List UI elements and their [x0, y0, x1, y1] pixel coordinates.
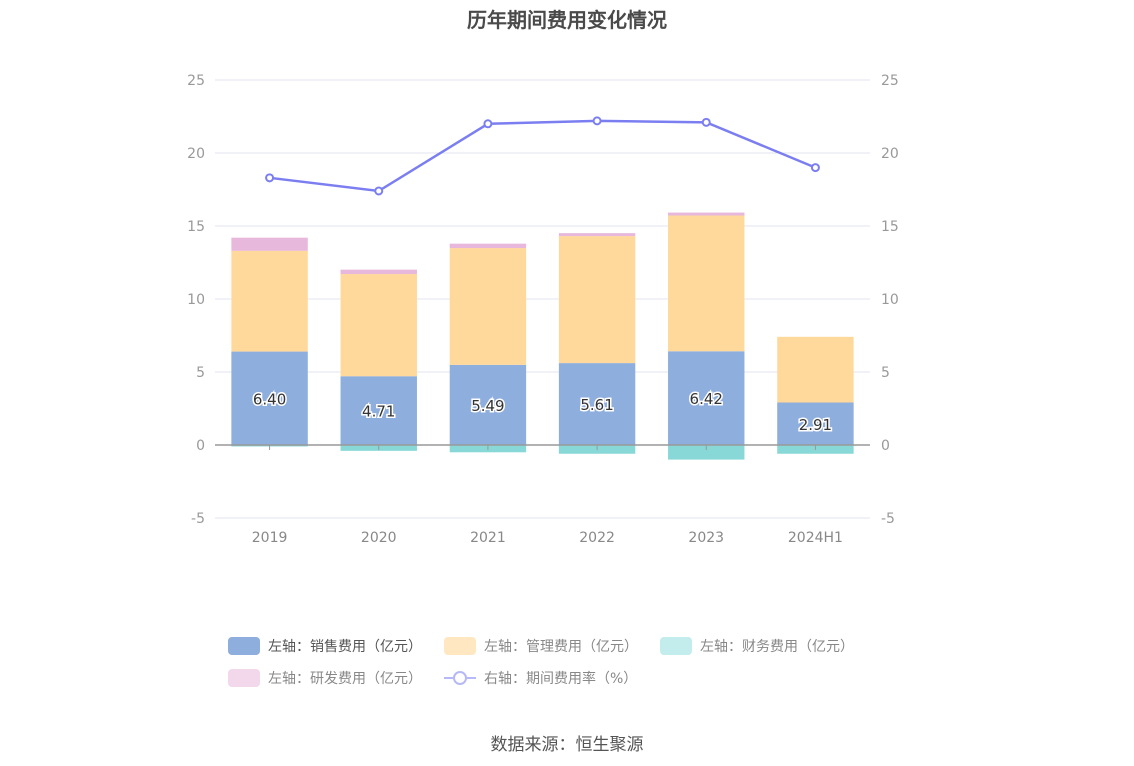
legend-label-rate: 右轴：期间费用率（%） [484, 671, 638, 687]
left-axis-tick-label: 20 [187, 146, 205, 162]
x-axis-tick-label: 2023 [688, 530, 724, 546]
legend-label-sales: 左轴：销售费用（亿元） [268, 639, 422, 655]
bar-sales [449, 364, 527, 445]
bar-admin [231, 250, 308, 352]
bar-rd [340, 269, 417, 275]
bar-rd [449, 243, 527, 249]
data-source: 数据来源：恒生聚源 [490, 735, 644, 755]
legend: 左轴：销售费用（亿元） 左轴：管理费用（亿元） 左轴：财务费用（亿元） 左轴：研… [228, 630, 928, 694]
left-axis-tick-label: 15 [187, 219, 205, 235]
bar-admin [777, 336, 854, 403]
legend-swatch-sales [228, 637, 260, 655]
bar-admin [668, 215, 745, 352]
left-axis-tick-label: 10 [187, 292, 205, 308]
chart-title: 历年期间费用变化情况 [467, 8, 667, 32]
legend-item-rate[interactable]: 右轴：期间费用率（%） [444, 668, 637, 688]
x-axis-ticks: 2019 2020 2021 2022 2023 2024H1 [252, 445, 843, 546]
rate-point [810, 163, 820, 173]
legend-item-admin[interactable]: 左轴：管理费用（亿元） [444, 636, 638, 656]
left-axis-tick-label: 5 [196, 365, 205, 381]
legend-label-admin: 左轴：管理费用（亿元） [484, 639, 638, 655]
left-axis-tick-label: -5 [191, 511, 205, 527]
x-axis-tick-label: 2019 [252, 530, 288, 546]
right-axis-tick-label: 25 [881, 73, 899, 89]
bar-label-layer: 6.40 4.71 5.49 5.61 6.42 2.91 [251, 389, 833, 436]
x-axis-tick-label: 2022 [579, 530, 615, 546]
right-axis-tick-label: 0 [881, 438, 890, 454]
rate-point [483, 119, 493, 129]
bar-sales [668, 351, 745, 445]
chart-canvas: 6.40 4.71 5.49 5.61 6.42 2.91 25 20 15 10 5 0 -5 25… [187, 73, 899, 546]
bar-value-label: 2.91 [799, 416, 832, 434]
bar-rd [558, 233, 636, 237]
bar-rd [668, 212, 745, 216]
legend-swatch-rd [228, 669, 260, 687]
bar-layer [231, 212, 854, 460]
bar-value-label: 5.61 [580, 396, 613, 414]
bar-admin [558, 236, 636, 364]
bar-finance [668, 445, 745, 460]
right-axis-ticks: 25 20 15 10 5 0 -5 [881, 73, 899, 527]
bar-value-label: 5.49 [471, 397, 504, 415]
bar-value-label: 6.40 [253, 390, 286, 408]
legend-swatch-finance [660, 637, 692, 655]
legend-swatch-admin [444, 637, 476, 655]
bar-sales [777, 402, 854, 445]
rate-point [592, 116, 602, 126]
grid-lines [215, 79, 870, 519]
left-axis-tick-label: 25 [187, 73, 205, 89]
rate-point [265, 173, 275, 183]
legend-item-finance[interactable]: 左轴：财务费用（亿元） [660, 636, 854, 656]
bar-sales [231, 351, 308, 445]
right-axis-tick-label: -5 [881, 511, 895, 527]
right-axis-tick-label: 10 [881, 292, 899, 308]
x-axis-tick-label: 2021 [470, 530, 506, 546]
rate-line [269, 119, 816, 193]
bar-rd [231, 237, 308, 251]
bar-sales [340, 376, 417, 445]
legend-row-2: 左轴：研发费用（亿元） 右轴：期间费用率（%） [228, 662, 928, 694]
rate-line-layer [265, 116, 820, 196]
bar-value-label: 6.42 [690, 390, 723, 408]
right-axis-tick-label: 5 [881, 365, 890, 381]
x-axis-tick-label: 2020 [361, 530, 397, 546]
legend-row-1: 左轴：销售费用（亿元） 左轴：管理费用（亿元） 左轴：财务费用（亿元） [228, 630, 928, 662]
right-axis-tick-label: 20 [881, 146, 899, 162]
bar-sales [558, 363, 636, 445]
x-axis-tick-label: 2024H1 [788, 530, 843, 546]
left-axis-ticks: 25 20 15 10 5 0 -5 [187, 73, 205, 527]
left-axis-tick-label: 0 [196, 438, 205, 454]
legend-item-rd[interactable]: 左轴：研发费用（亿元） [228, 668, 422, 688]
legend-label-finance: 左轴：财务费用（亿元） [700, 639, 854, 655]
right-axis-tick-label: 15 [881, 219, 899, 235]
legend-label-rd: 左轴：研发费用（亿元） [268, 671, 422, 687]
bar-value-label: 4.71 [362, 403, 395, 421]
rate-point [374, 186, 384, 196]
bar-admin [340, 274, 417, 377]
rate-point [701, 117, 711, 127]
legend-item-sales[interactable]: 左轴：销售费用（亿元） [228, 636, 422, 656]
bar-admin [449, 248, 527, 365]
legend-line-marker-icon [444, 669, 476, 687]
